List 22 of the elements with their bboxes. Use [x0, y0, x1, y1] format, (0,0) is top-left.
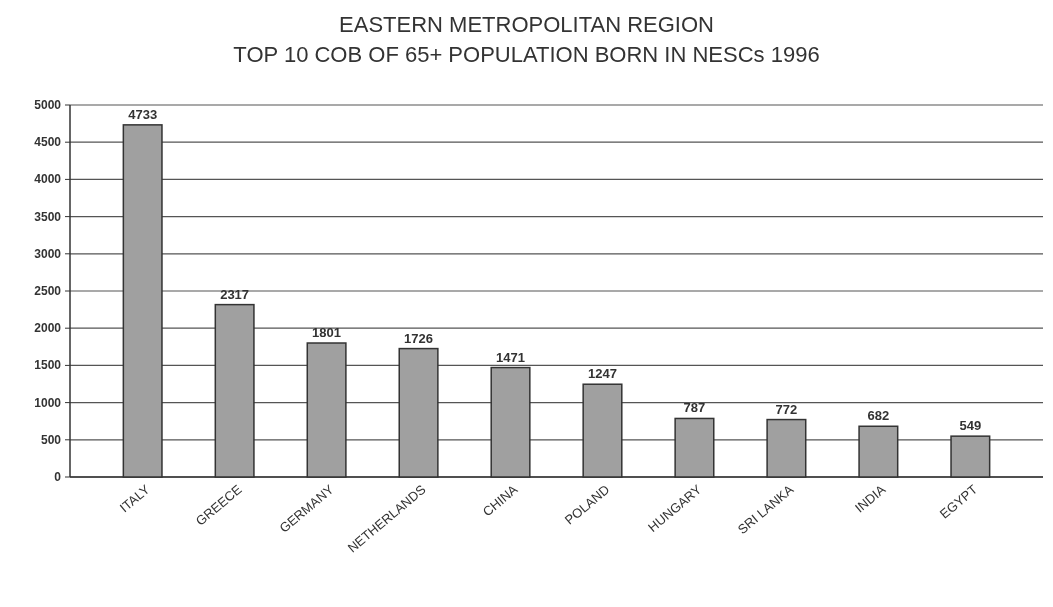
data-label: 549 — [959, 418, 982, 434]
y-tick-label: 0 — [54, 470, 62, 484]
data-label: 1726 — [404, 330, 434, 346]
y-tick-label: 500 — [40, 432, 62, 447]
data-label: 682 — [867, 408, 890, 424]
data-label: 2317 — [220, 286, 250, 302]
data-label: 4733 — [128, 106, 158, 122]
chart-title: EASTERN METROPOLITAN REGION TOP 10 COB OF 65+ POPULATION BORN IN NESCs 1996 — [233, 12, 820, 67]
data-label: 772 — [775, 401, 798, 417]
y-tick-label: 1000 — [34, 395, 62, 410]
y-tick-label: 5000 — [34, 98, 62, 112]
y-tick-label: 3000 — [34, 246, 62, 261]
y-tick-label: 4500 — [34, 135, 62, 150]
y-tick-label: 2000 — [34, 321, 62, 336]
data-label: 787 — [683, 400, 706, 416]
data-label: 1247 — [588, 366, 617, 382]
y-tick-label: 3500 — [34, 209, 62, 224]
y-tick-label: 2500 — [34, 284, 62, 298]
data-label: 1471 — [496, 349, 525, 365]
y-tick-label: 1500 — [34, 358, 62, 373]
data-label: 1801 — [312, 325, 342, 341]
y-tick-label: 4000 — [34, 172, 62, 187]
